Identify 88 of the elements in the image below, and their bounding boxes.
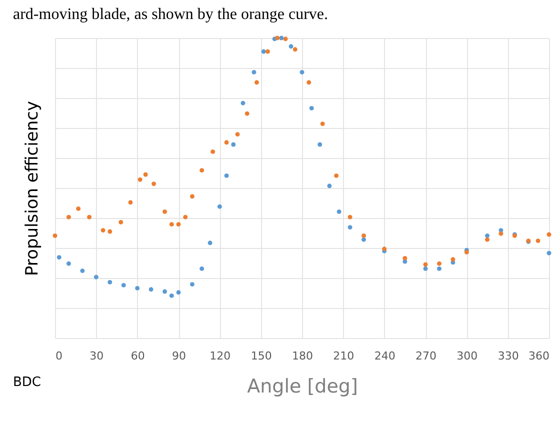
point	[244, 111, 250, 116]
point	[224, 140, 229, 145]
point	[152, 182, 156, 186]
point	[200, 266, 204, 271]
point	[283, 36, 288, 42]
point	[52, 233, 58, 238]
point	[423, 262, 428, 267]
point	[162, 289, 168, 294]
point	[485, 233, 490, 238]
point	[176, 222, 181, 227]
x-tick-label: 300	[456, 350, 478, 362]
x-axis-title: Angle [deg]	[247, 376, 358, 398]
point	[169, 222, 174, 227]
x-tick-label: 210	[333, 350, 354, 362]
point	[118, 220, 124, 224]
point	[128, 200, 133, 205]
point	[66, 214, 71, 220]
x-tick-label: 240	[374, 350, 396, 362]
point	[423, 266, 428, 271]
point	[261, 49, 266, 54]
point	[436, 266, 442, 271]
point	[348, 214, 352, 220]
point	[80, 268, 85, 274]
point	[183, 214, 188, 220]
point	[162, 209, 168, 214]
x-tick-label: 0	[56, 350, 62, 362]
point	[327, 184, 332, 188]
point	[87, 214, 92, 220]
point	[121, 282, 126, 288]
point	[138, 177, 142, 182]
point	[200, 168, 204, 173]
point	[300, 70, 304, 74]
point	[76, 206, 81, 211]
point	[100, 228, 106, 233]
y-axis-title: Propulsion efficiency	[22, 100, 42, 276]
point	[208, 240, 212, 246]
x-tick-label: 360	[528, 350, 550, 362]
x-tick-label: 330	[498, 350, 519, 362]
point	[485, 237, 490, 242]
text: ard-moving blade, as shown by the orange curve.	[13, 6, 328, 23]
point	[224, 173, 229, 178]
point	[176, 290, 181, 295]
point	[108, 280, 112, 284]
point	[306, 80, 312, 85]
point	[336, 209, 342, 214]
point	[148, 287, 154, 292]
point	[498, 231, 504, 236]
point	[235, 132, 240, 137]
point	[362, 233, 366, 238]
point	[320, 122, 325, 126]
point	[402, 256, 408, 260]
point	[231, 142, 236, 147]
point	[318, 142, 322, 147]
point	[309, 106, 314, 110]
x-tick-label: 270	[416, 350, 436, 362]
point	[334, 173, 339, 178]
point	[254, 80, 259, 85]
point	[210, 149, 216, 154]
point	[66, 261, 71, 266]
point	[288, 44, 294, 49]
point	[436, 261, 442, 266]
x-tick-label: 150	[250, 350, 272, 362]
point	[348, 225, 352, 230]
x-tick-label: 30	[90, 350, 104, 362]
x-tick-label: 90	[172, 350, 186, 362]
point	[143, 172, 148, 177]
point	[265, 49, 270, 54]
point	[169, 293, 174, 298]
point	[135, 286, 140, 290]
point	[292, 47, 298, 52]
point	[252, 70, 256, 74]
point	[190, 282, 194, 287]
point	[94, 274, 98, 280]
point	[217, 204, 222, 209]
x-tick-label: 60	[130, 350, 145, 362]
point	[546, 232, 552, 237]
point	[275, 36, 280, 40]
point	[108, 229, 112, 234]
x-tick-label: 120	[210, 350, 231, 362]
point	[536, 238, 540, 244]
text: BDC	[13, 375, 42, 390]
point	[190, 194, 194, 199]
point	[56, 255, 62, 260]
point	[546, 250, 552, 256]
point	[240, 100, 246, 106]
point	[450, 257, 456, 262]
point	[362, 237, 366, 242]
x-tick-label: 180	[292, 350, 313, 362]
